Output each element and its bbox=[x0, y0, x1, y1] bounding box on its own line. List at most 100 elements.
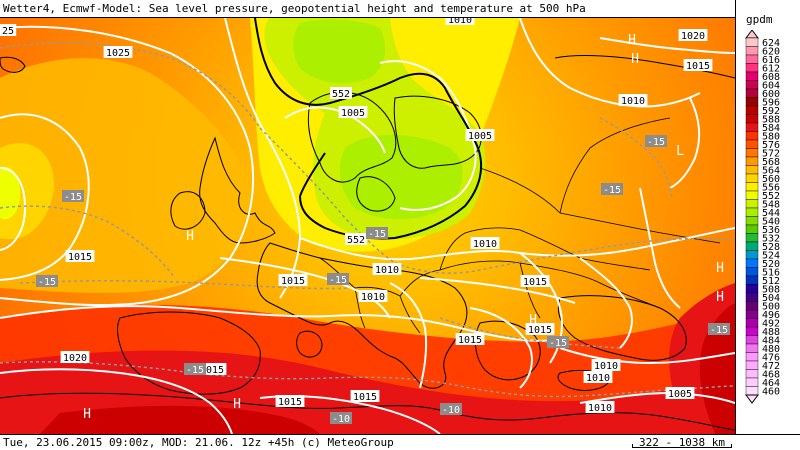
legend-unit: gpdm bbox=[746, 13, 773, 26]
isobar-label-box bbox=[350, 390, 380, 402]
temperature-label: -15 bbox=[601, 183, 623, 196]
legend-label-564: 564 bbox=[762, 166, 780, 177]
isobar-label: 1020 bbox=[678, 29, 708, 42]
legend-label-476: 476 bbox=[762, 353, 780, 364]
isobar-label-text: 1015 bbox=[458, 335, 482, 346]
geopotential-band-548-north bbox=[293, 19, 386, 84]
legend-cap-bottom bbox=[745, 394, 759, 404]
legend-label-524: 524 bbox=[762, 251, 780, 262]
temperature-label-box bbox=[601, 183, 623, 195]
isobar-label: 1015 bbox=[520, 275, 550, 288]
temperature-label-text: -15 bbox=[38, 277, 56, 288]
temperature-label: -10 bbox=[440, 403, 462, 416]
isobar-label-box bbox=[583, 371, 613, 383]
isobar-label-text: 1010 bbox=[361, 292, 385, 303]
isobar-label-text: 1010 bbox=[448, 18, 472, 26]
isobar-label-box bbox=[275, 395, 305, 407]
legend-swatch-572 bbox=[745, 148, 759, 158]
legend-label-592: 592 bbox=[762, 106, 780, 117]
scale-bar: 322 - 1038 km bbox=[632, 436, 732, 449]
temperature-label-text: -15 bbox=[647, 137, 665, 148]
isobar-label-text: 1005 bbox=[468, 131, 492, 142]
isobar-label: 1015 bbox=[278, 274, 308, 287]
temperature-label-box bbox=[440, 403, 462, 415]
temperature-label-text: -15 bbox=[64, 192, 82, 203]
legend-swatch-604 bbox=[745, 80, 759, 90]
legend-swatch-504 bbox=[745, 292, 759, 302]
high-pressure-center: H bbox=[716, 290, 724, 305]
legend-swatch-532 bbox=[745, 233, 759, 243]
legend-swatch-624 bbox=[745, 37, 759, 47]
legend-swatch-580 bbox=[745, 131, 759, 141]
temperature-label-text: -15 bbox=[368, 229, 386, 240]
legend-label-460: 460 bbox=[762, 387, 780, 398]
legend-label-576: 576 bbox=[762, 140, 780, 151]
isobar-label-box bbox=[278, 274, 308, 286]
temperature-label: -15 bbox=[327, 273, 349, 286]
legend-swatch-540 bbox=[745, 216, 759, 226]
isobar-label: 1005 bbox=[665, 387, 695, 400]
scale-line bbox=[632, 444, 732, 448]
high-pressure-center: H bbox=[529, 313, 537, 328]
legend-swatch-548 bbox=[745, 199, 759, 209]
isobar-label-text: 1015 bbox=[281, 276, 305, 287]
isobar-label-text: 1015 bbox=[68, 252, 92, 263]
temperature-label-text: -10 bbox=[332, 414, 350, 425]
legend-label-616: 616 bbox=[762, 55, 780, 66]
legend-cap-top bbox=[745, 30, 759, 39]
legend-swatch-520 bbox=[745, 258, 759, 268]
isobar-label-text: 1010 bbox=[375, 265, 399, 276]
isobar-label-box bbox=[465, 129, 495, 141]
legend-label-552: 552 bbox=[762, 191, 780, 202]
isobar-label-text: 1010 bbox=[588, 403, 612, 414]
legend-label-584: 584 bbox=[762, 123, 780, 134]
isobar-label-box bbox=[358, 290, 388, 302]
legend-label-604: 604 bbox=[762, 81, 780, 92]
legend-label-536: 536 bbox=[762, 225, 780, 236]
geopotential-label-text: 552 bbox=[347, 235, 365, 246]
legend-swatch-464 bbox=[745, 377, 759, 387]
isobar-label: 1015 bbox=[65, 250, 95, 263]
isobar-label-box bbox=[372, 263, 402, 275]
legend-label-556: 556 bbox=[762, 183, 780, 194]
legend-swatch-524 bbox=[745, 250, 759, 260]
legend-swatch-496 bbox=[745, 309, 759, 319]
legend-swatch-616 bbox=[745, 54, 759, 64]
legend-swatch-544 bbox=[745, 207, 759, 217]
legend-swatch-612 bbox=[745, 63, 759, 73]
temperature-label: -15 bbox=[36, 275, 58, 288]
title-bar: Wetter4, Ecmwf-Model: Sea level pressure… bbox=[0, 0, 735, 18]
legend-label-516: 516 bbox=[762, 268, 780, 279]
geopotential-band-560-west bbox=[0, 58, 251, 293]
isobar-label-text: 1015 bbox=[353, 392, 377, 403]
legend-swatch-460 bbox=[745, 386, 759, 396]
legend-label-484: 484 bbox=[762, 336, 780, 347]
temperature-label-box bbox=[36, 275, 58, 287]
legend-label-496: 496 bbox=[762, 310, 780, 321]
legend-swatch-512 bbox=[745, 275, 759, 285]
isobar-label-text: 1025 bbox=[106, 48, 130, 59]
legend-label-468: 468 bbox=[762, 370, 780, 381]
temperature-label: -15 bbox=[708, 323, 730, 336]
legend-label-492: 492 bbox=[762, 319, 780, 330]
legend-swatch-500 bbox=[745, 301, 759, 311]
legend-label-580: 580 bbox=[762, 132, 780, 143]
legend: gpdm 624 620 616 612 608 604 600 596 592 588 584 58… bbox=[735, 0, 800, 434]
isobar-label: 1015 bbox=[525, 323, 555, 336]
geopotential-band-556-west bbox=[0, 166, 20, 220]
legend-label-528: 528 bbox=[762, 242, 780, 253]
isobar-label: 1025 bbox=[103, 46, 133, 59]
isobar-label: 1015 bbox=[683, 59, 713, 72]
legend-label-540: 540 bbox=[762, 217, 780, 228]
isobar-label: 1015 bbox=[455, 333, 485, 346]
isobar-label: 1015 bbox=[350, 390, 380, 403]
isobar-label-box bbox=[445, 18, 475, 25]
legend-swatch-492 bbox=[745, 318, 759, 328]
legend-label-508: 508 bbox=[762, 285, 780, 296]
isobar-label: 1005 bbox=[338, 106, 368, 119]
isobar-label-box bbox=[103, 46, 133, 58]
legend-swatch-596 bbox=[745, 97, 759, 107]
isobar-label-box bbox=[591, 359, 621, 371]
legend-label-500: 500 bbox=[762, 302, 780, 313]
isobar-label-box bbox=[585, 401, 615, 413]
